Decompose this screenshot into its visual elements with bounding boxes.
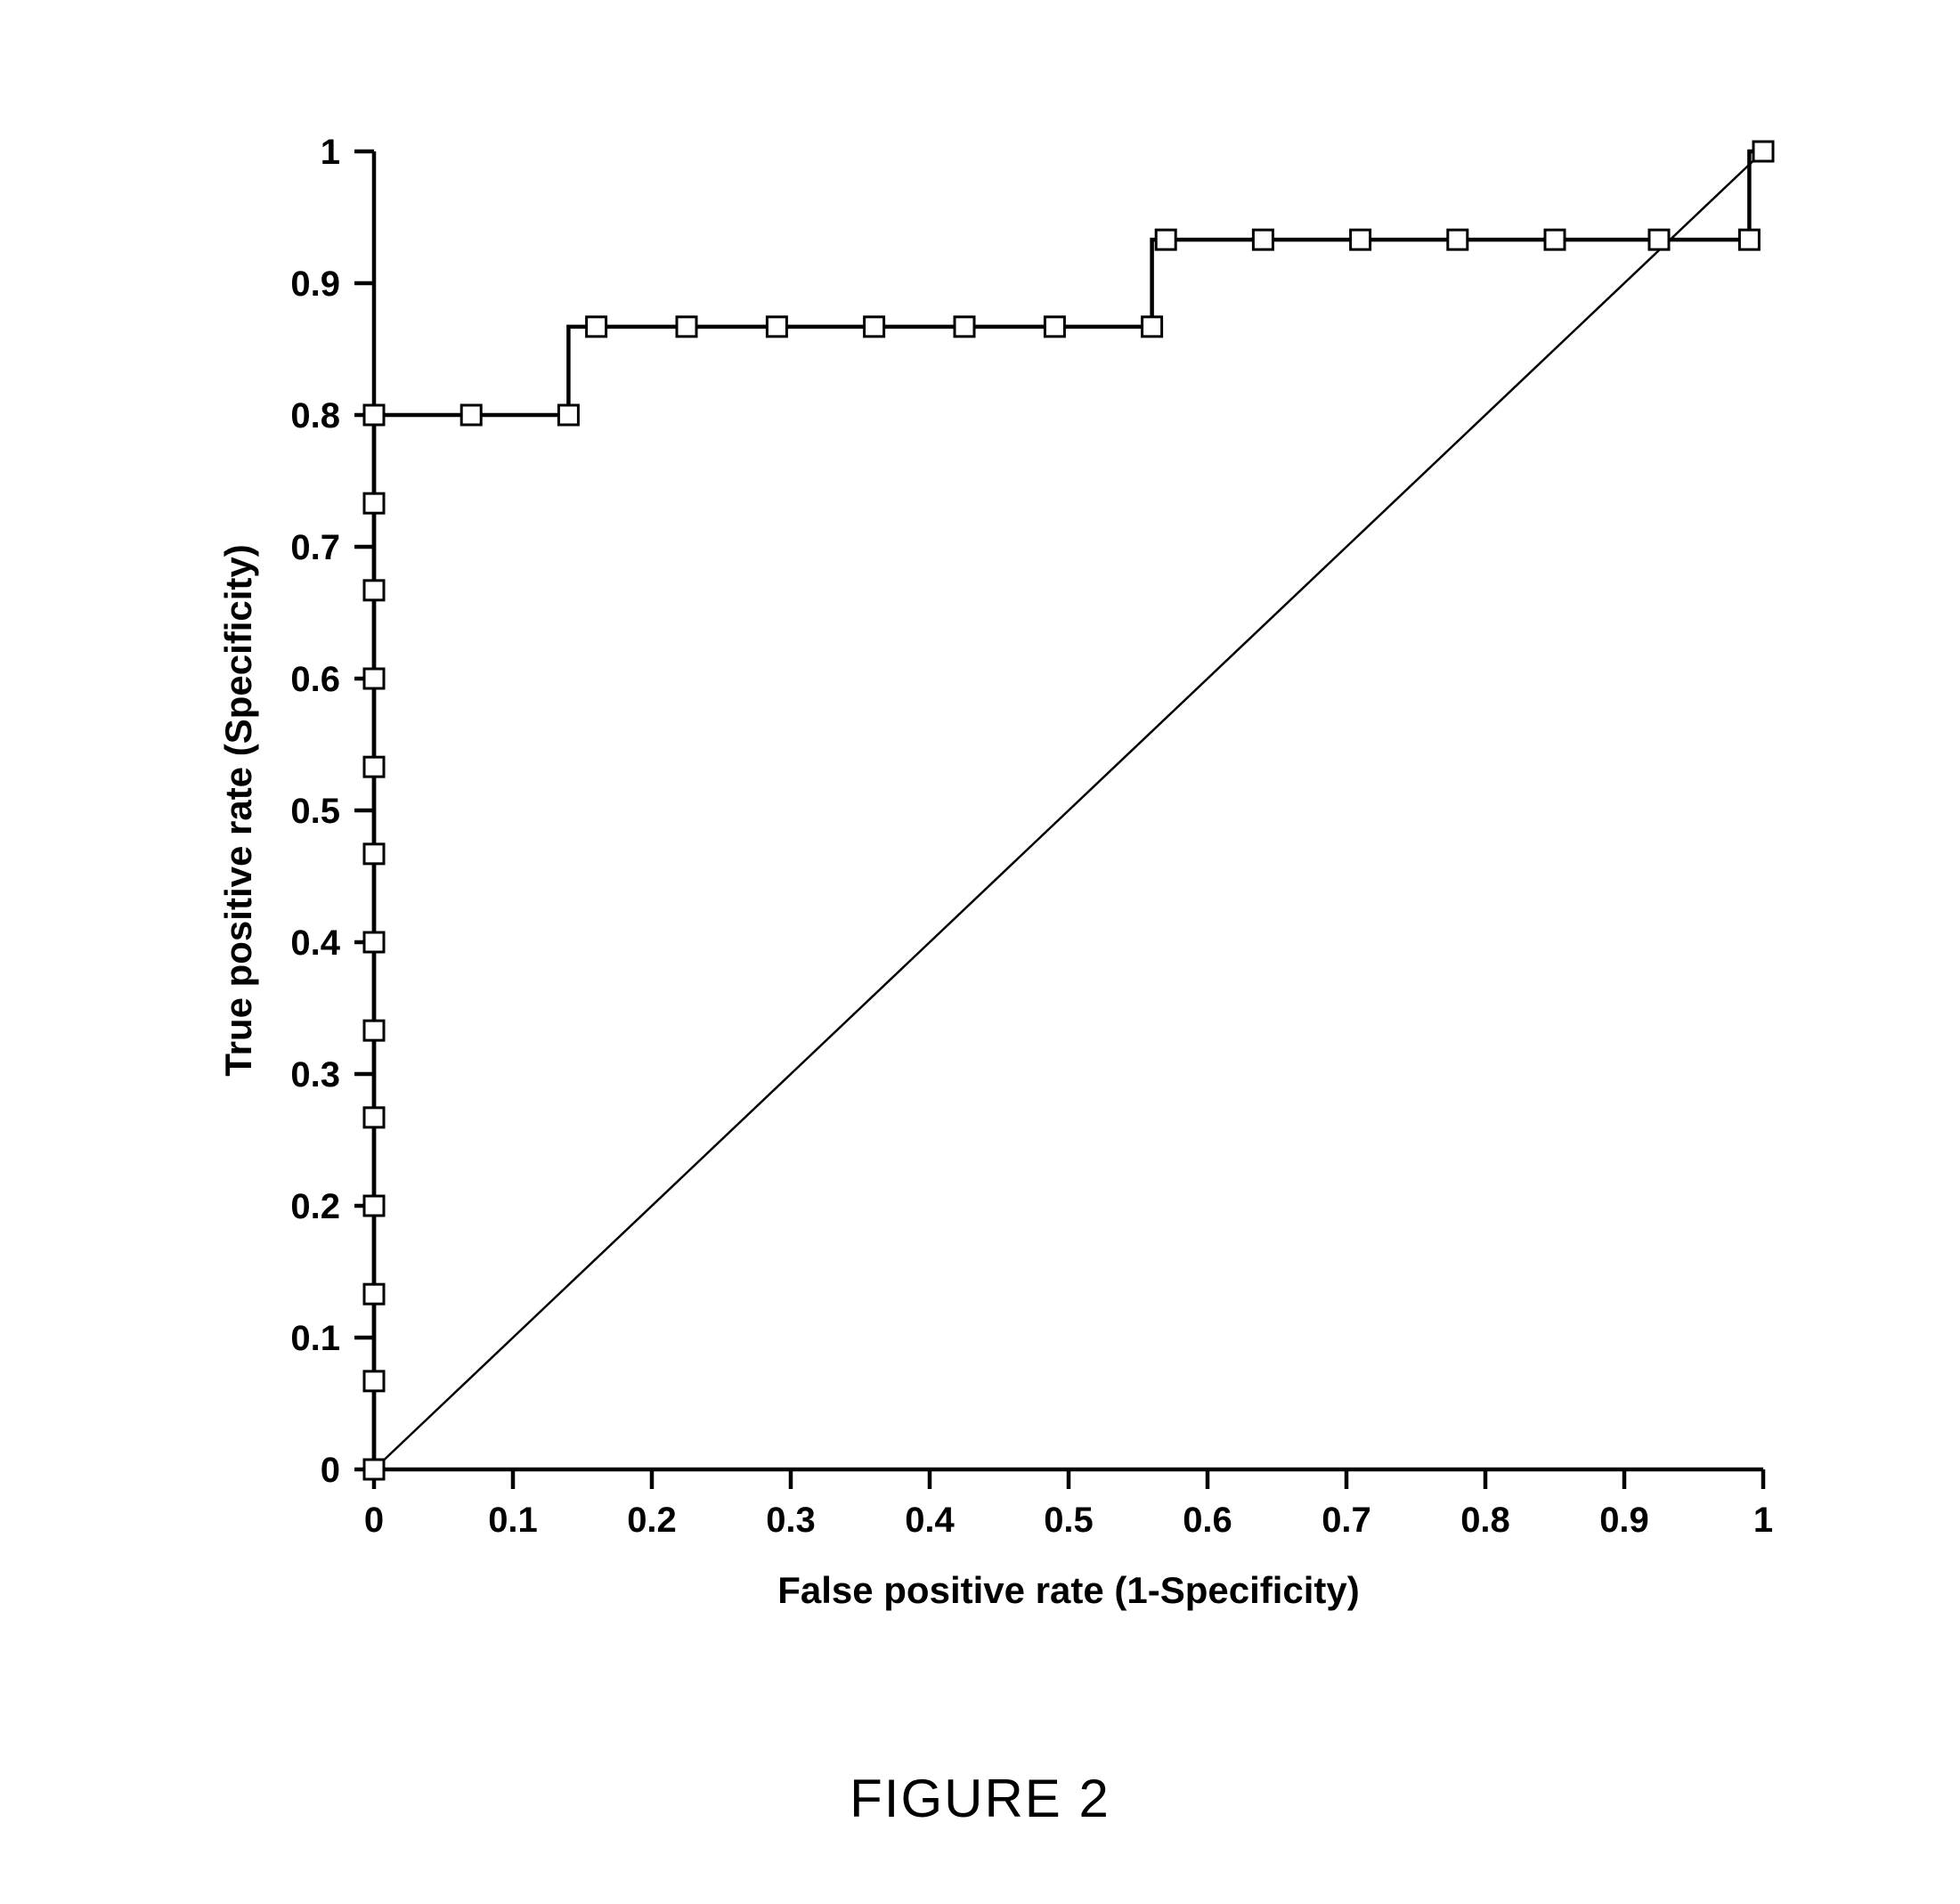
roc-point-marker (1156, 230, 1175, 249)
svg-text:1: 1 (1753, 1501, 1773, 1540)
roc-point-marker (767, 317, 786, 337)
roc-point-marker (1545, 230, 1565, 249)
svg-text:0.4: 0.4 (905, 1501, 955, 1540)
figure-caption: FIGURE 2 (0, 1768, 1960, 1829)
roc-point-marker (364, 581, 384, 600)
svg-text:0.8: 0.8 (290, 396, 340, 435)
svg-text:0.8: 0.8 (1460, 1501, 1510, 1540)
svg-text:0.6: 0.6 (1183, 1501, 1232, 1540)
roc-chart-container: 0 0.1 0.2 0.3 0.4 0.5 0.6 0.7 0.8 0.9 1 0 0.1 0.2 0.3 0… (0, 0, 1960, 1904)
svg-text:0: 0 (321, 1451, 340, 1490)
x-axis-label: False positive rate (1-Specificity) (777, 1569, 1360, 1611)
svg-text:0.3: 0.3 (766, 1501, 816, 1540)
roc-point-marker (955, 317, 974, 337)
y-axis-label: True positive rate (Specificity) (217, 544, 259, 1077)
svg-text:1: 1 (321, 133, 340, 172)
svg-text:0.6: 0.6 (290, 660, 340, 699)
svg-text:0: 0 (364, 1501, 384, 1540)
diagonal-reference-line (374, 151, 1763, 1469)
roc-point-marker (364, 1196, 384, 1216)
svg-text:0.2: 0.2 (290, 1187, 340, 1226)
roc-point-marker (364, 1284, 384, 1304)
roc-point-marker (1143, 317, 1162, 337)
roc-chart-svg: 0 0.1 0.2 0.3 0.4 0.5 0.6 0.7 0.8 0.9 1 0 0.1 0.2 0.3 0… (0, 0, 1960, 1904)
roc-point-marker (1253, 230, 1273, 249)
roc-point-marker (364, 1021, 384, 1040)
roc-point-marker (1753, 142, 1773, 161)
roc-point-marker (364, 844, 384, 864)
roc-point-marker (364, 932, 384, 952)
roc-point-marker (677, 317, 696, 337)
roc-point-marker (1448, 230, 1468, 249)
svg-text:0.9: 0.9 (290, 264, 340, 304)
roc-point-marker (364, 493, 384, 513)
roc-point-marker (364, 1460, 384, 1479)
svg-text:0.3: 0.3 (290, 1055, 340, 1094)
svg-text:0.5: 0.5 (1044, 1501, 1094, 1540)
roc-point-marker (1649, 230, 1669, 249)
svg-text:0.9: 0.9 (1599, 1501, 1649, 1540)
svg-text:0.5: 0.5 (290, 792, 340, 831)
svg-text:0.2: 0.2 (627, 1501, 677, 1540)
roc-point-marker (865, 317, 884, 337)
svg-text:0.7: 0.7 (290, 528, 340, 567)
roc-point-marker (364, 757, 384, 777)
svg-text:0.4: 0.4 (290, 924, 340, 963)
roc-point-marker (364, 1108, 384, 1127)
roc-point-marker (364, 669, 384, 688)
roc-point-marker (364, 1371, 384, 1391)
roc-point-marker (558, 405, 578, 425)
roc-point-marker (461, 405, 481, 425)
roc-point-marker (1739, 230, 1759, 249)
svg-text:0.1: 0.1 (290, 1319, 340, 1358)
roc-point-marker (1045, 317, 1064, 337)
roc-point-marker (1351, 230, 1370, 249)
roc-point-marker (364, 405, 384, 425)
roc-point-marker (587, 317, 606, 337)
svg-text:0.1: 0.1 (488, 1501, 538, 1540)
svg-text:0.7: 0.7 (1322, 1501, 1371, 1540)
